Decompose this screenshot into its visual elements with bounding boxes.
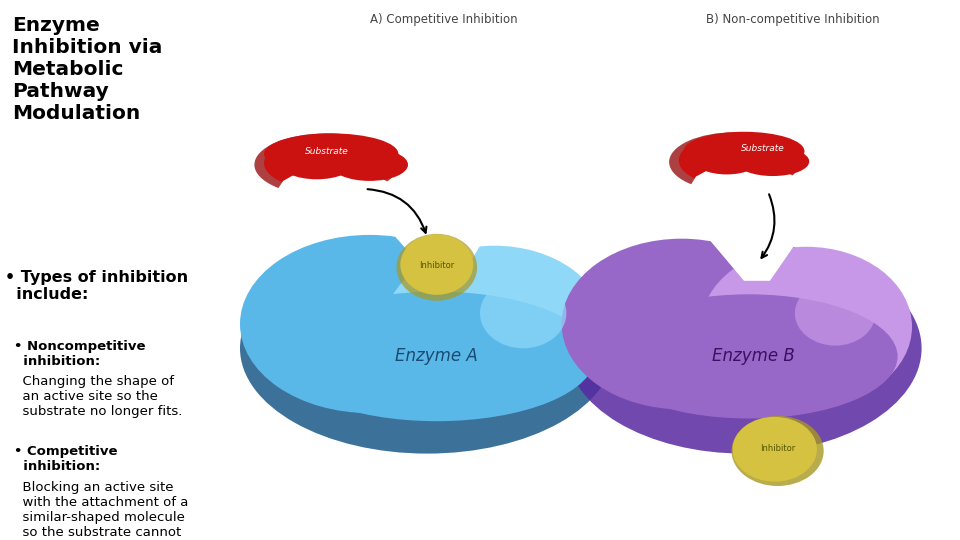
Ellipse shape <box>480 278 566 348</box>
Ellipse shape <box>400 234 473 295</box>
Ellipse shape <box>264 133 398 174</box>
Ellipse shape <box>278 145 355 179</box>
Ellipse shape <box>396 234 477 301</box>
Text: Substrate: Substrate <box>741 144 785 153</box>
Polygon shape <box>701 230 802 281</box>
Text: Enzyme A: Enzyme A <box>396 347 478 366</box>
Ellipse shape <box>669 132 800 192</box>
Text: Blocking an active site
  with the attachment of a
  similar-shaped molecule
  s: Blocking an active site with the attachm… <box>14 481 189 540</box>
Ellipse shape <box>600 294 898 418</box>
Polygon shape <box>384 224 490 278</box>
Text: Inhibitor: Inhibitor <box>760 444 795 453</box>
Ellipse shape <box>693 144 760 174</box>
Ellipse shape <box>795 281 876 346</box>
Ellipse shape <box>264 135 398 191</box>
Text: Enzyme B: Enzyme B <box>712 347 795 366</box>
Text: Changing the shape of
  an active site so the
  substrate no longer fits.: Changing the shape of an active site so … <box>14 375 182 418</box>
Ellipse shape <box>240 243 614 454</box>
Ellipse shape <box>679 133 800 187</box>
Ellipse shape <box>562 239 802 409</box>
Polygon shape <box>269 162 413 202</box>
Text: B) Non-competitive Inhibition: B) Non-competitive Inhibition <box>706 14 879 26</box>
Ellipse shape <box>331 148 408 181</box>
Ellipse shape <box>566 243 922 454</box>
Text: A) Competitive Inhibition: A) Competitive Inhibition <box>370 14 517 26</box>
Text: • Types of inhibition
  include:: • Types of inhibition include: <box>5 270 188 302</box>
Text: Enzyme
Inhibition via
Metabolic
Pathway
Modulation: Enzyme Inhibition via Metabolic Pathway … <box>12 16 163 123</box>
Text: Inhibitor: Inhibitor <box>420 261 454 270</box>
Ellipse shape <box>240 235 499 413</box>
Ellipse shape <box>684 132 804 171</box>
Ellipse shape <box>384 246 605 408</box>
Text: • Noncompetitive
  inhibition:: • Noncompetitive inhibition: <box>14 340 146 368</box>
Ellipse shape <box>701 247 912 407</box>
Ellipse shape <box>732 416 824 486</box>
Text: Substrate: Substrate <box>304 147 348 156</box>
Ellipse shape <box>254 133 398 196</box>
Ellipse shape <box>736 147 809 176</box>
Polygon shape <box>682 158 816 200</box>
Ellipse shape <box>278 292 595 421</box>
Ellipse shape <box>732 417 817 482</box>
Text: • Competitive
  inhibition:: • Competitive inhibition: <box>14 446 118 474</box>
